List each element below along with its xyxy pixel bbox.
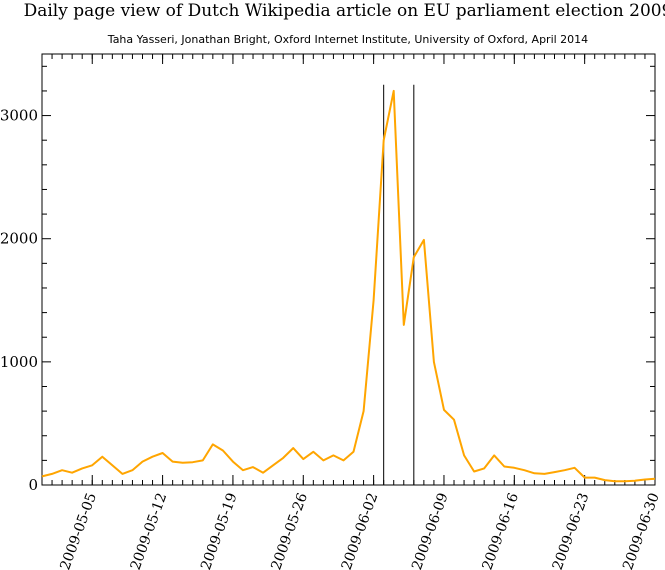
y-tick-label: 3000 xyxy=(0,107,38,125)
y-tick-label: 2000 xyxy=(0,230,38,248)
chart-subtitle: Taha Yasseri, Jonathan Bright, Oxford In… xyxy=(107,33,588,46)
y-axis: 0 1000 2000 3000 xyxy=(0,65,655,494)
x-tick-label: 2009-06-02 xyxy=(339,491,382,570)
plot-frame xyxy=(41,53,656,486)
x-tick-label: 2009-05-12 xyxy=(128,491,171,570)
x-tick-label: 2009-06-16 xyxy=(479,491,522,570)
series-group xyxy=(41,89,656,483)
y-tick-label: 1000 xyxy=(0,353,38,371)
x-tick-label: 2009-06-30 xyxy=(620,491,663,570)
chart-title: Daily page view of Dutch Wikipedia artic… xyxy=(24,1,665,21)
series-line xyxy=(41,89,656,483)
y-tick-label: 0 xyxy=(28,476,38,494)
x-tick-label: 2009-05-05 xyxy=(57,491,100,570)
x-tick-label: 2009-05-19 xyxy=(198,491,241,570)
x-axis: 2009-05-05 2009-05-12 2009-05-19 2009-05-26… xyxy=(41,54,663,570)
x-tick-label: 2009-05-26 xyxy=(268,491,311,570)
x-tick-label: 2009-06-09 xyxy=(409,491,452,570)
x-tick-label: 2009-06-23 xyxy=(550,491,593,570)
